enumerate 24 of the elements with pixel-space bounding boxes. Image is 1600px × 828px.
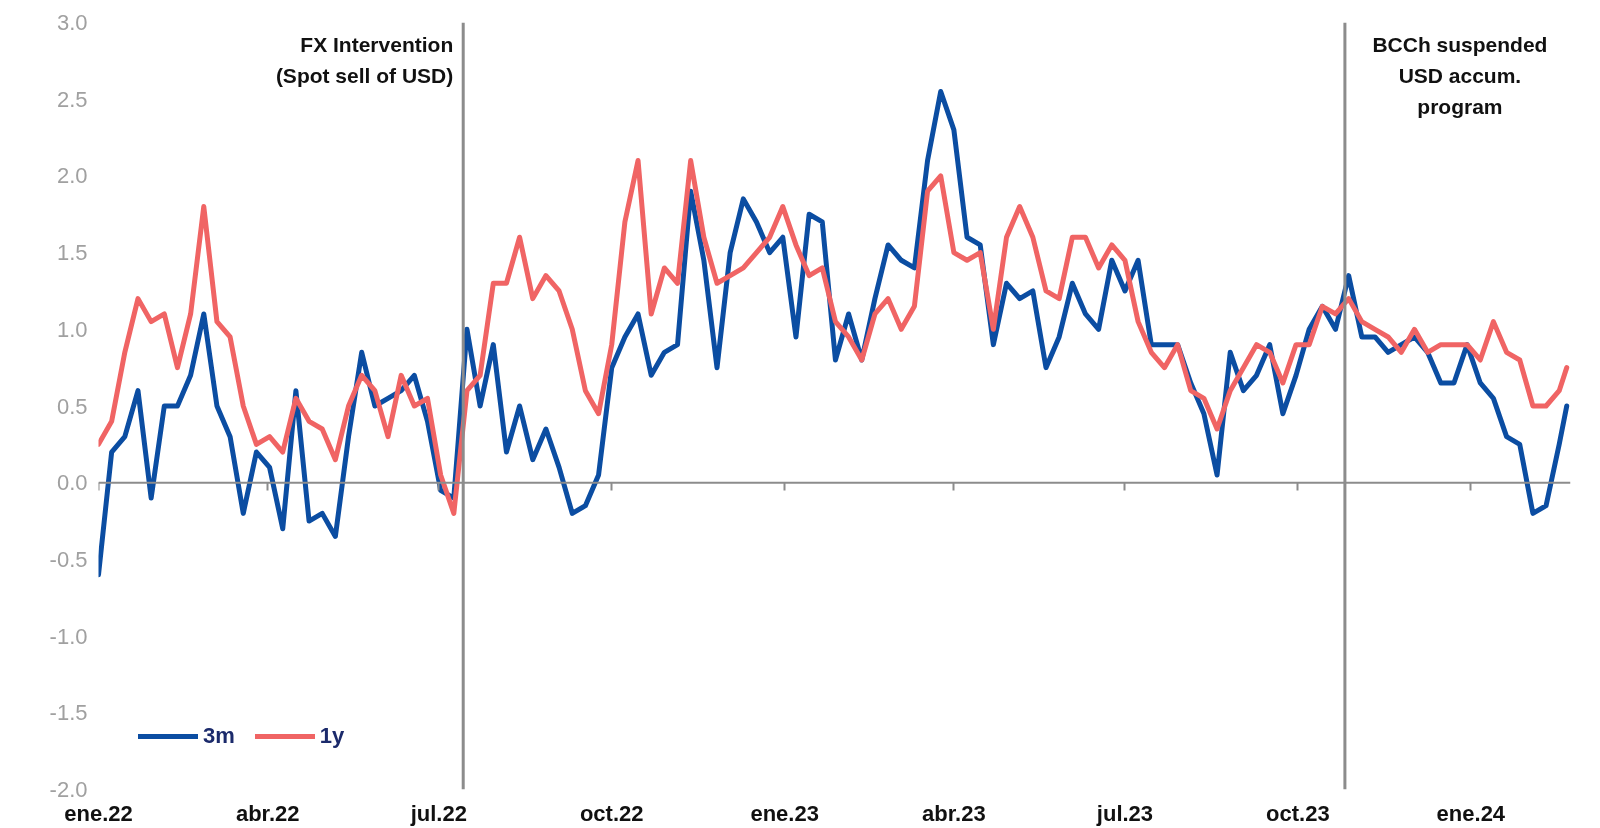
- y-tick-label: 2.0: [56, 163, 88, 189]
- y-tick-label: 0.0: [56, 470, 88, 496]
- y-tick-label: 1.5: [56, 240, 88, 266]
- x-tick-label: oct.22: [579, 800, 644, 826]
- ref-line-label: BCCh suspended USD accum. program: [1372, 32, 1548, 118]
- y-tick-label: -2.0: [49, 777, 88, 802]
- x-tick-label: ene.23: [750, 800, 819, 826]
- legend-label: 1y: [319, 723, 345, 749]
- y-tick-label: 2.5: [56, 86, 88, 112]
- y-tick-label: -0.5: [49, 546, 88, 572]
- x-tick-label: jul.23: [1095, 800, 1154, 826]
- y-tick-label: -1.0: [49, 623, 88, 649]
- x-tick-label: ene.22: [64, 800, 133, 826]
- ref-line-label: FX Intervention (Spot sell of USD): [275, 32, 454, 87]
- x-tick-label: ene.24: [1436, 800, 1506, 826]
- x-tick-label: abr.22: [235, 800, 300, 826]
- legend-label: 3m: [203, 723, 235, 749]
- x-tick-label: abr.23: [922, 800, 986, 826]
- y-tick-label: 1.0: [56, 316, 88, 342]
- y-tick-label: 0.5: [56, 393, 88, 419]
- y-tick-label: -1.5: [49, 700, 88, 726]
- y-tick-label: 3.0: [56, 10, 88, 35]
- x-tick-label: jul.22: [409, 800, 467, 826]
- x-tick-label: oct.23: [1266, 800, 1330, 826]
